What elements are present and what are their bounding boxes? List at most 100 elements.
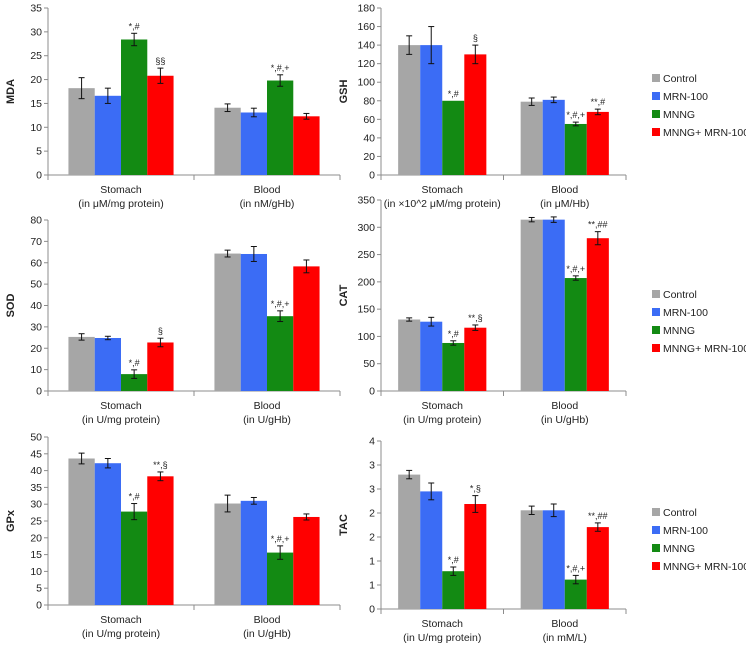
y-tick-label: 140 (357, 40, 375, 52)
bar-mnng-stomach (121, 374, 148, 391)
category-label: Blood (551, 618, 578, 630)
significance-label: §§ (155, 56, 165, 66)
y-tick-label: 3 (369, 484, 375, 496)
bar-mnng-mrn-100-stomach (464, 327, 487, 391)
chart-panel-gsh: 0 20 40 60 80 100 120 140 160 180 GSH *,# § Stomach (i… (338, 3, 627, 210)
chart-panel-gpx: 0 5 10 15 20 25 30 35 40 45 50 GPx *,# **,§ Stomach (in… (5, 432, 341, 640)
y-tick-label: 50 (363, 358, 375, 370)
bar-mrn-100-stomach (420, 491, 443, 609)
bar-mrn-100-stomach (94, 95, 121, 175)
legend-label: MNNG+ MRN-100 (663, 561, 746, 573)
y-tick-label: 25 (30, 50, 42, 62)
bar-mrn-100-stomach (94, 337, 121, 391)
bar-mnng-stomach (442, 571, 465, 609)
category-unit-label: (in U/mg protein) (82, 628, 160, 640)
y-tick-label: 0 (36, 386, 42, 398)
y-tick-label: 180 (357, 3, 375, 15)
y-tick-label: 1 (369, 556, 375, 568)
bar-mnng-stomach (442, 100, 465, 175)
category-unit-label: (in nM/gHb) (240, 198, 295, 210)
y-tick-label: 80 (363, 95, 375, 107)
y-axis-label: GSH (338, 80, 350, 104)
y-tick-label: 10 (30, 122, 42, 134)
y-axis-label: SOD (5, 294, 17, 318)
legend-label: Control (663, 507, 697, 519)
category-label: Blood (551, 400, 578, 412)
bar-control-stomach (398, 474, 421, 609)
chart-panel-cat: 0 50 100 150 200 250 300 350 CAT *,# **,§ Stomach (i… (338, 195, 627, 426)
y-tick-label: 350 (357, 195, 375, 207)
significance-label: **,§ (153, 460, 168, 470)
bar-control-stomach (398, 319, 421, 391)
bar-mnng-blood (564, 123, 587, 175)
legend-swatch (652, 562, 660, 570)
bar-mrn-100-stomach (420, 45, 443, 175)
category-unit-label: (in U/gHb) (541, 414, 589, 426)
y-tick-label: 40 (363, 132, 375, 144)
bar-control-blood (520, 101, 543, 175)
category-label: Stomach (422, 618, 464, 630)
bar-mnng-stomach (121, 511, 148, 605)
y-tick-label: 0 (369, 604, 375, 616)
significance-label: § (158, 326, 163, 336)
bar-mnng-blood (564, 579, 587, 609)
category-label: Stomach (100, 184, 142, 196)
bar-mnng-mrn-100-blood (293, 116, 320, 175)
legend-label: MNNG (663, 109, 695, 121)
significance-label: *,§ (470, 484, 481, 494)
category-label: Blood (551, 184, 578, 196)
significance-label: *,# (129, 358, 140, 368)
bar-mnng-stomach (442, 342, 465, 391)
y-tick-label: 15 (30, 98, 42, 110)
y-tick-label: 10 (30, 364, 42, 376)
y-tick-label: 35 (30, 3, 42, 15)
y-tick-label: 5 (36, 146, 42, 158)
y-tick-label: 10 (30, 566, 42, 578)
y-tick-label: 0 (36, 600, 42, 612)
category-unit-label: (in U/gHb) (243, 628, 291, 640)
y-tick-label: 0 (36, 170, 42, 182)
legend-label: Control (663, 289, 697, 301)
category-unit-label: (in U/mg protein) (403, 414, 481, 426)
legend-label: MNNG+ MRN-100 (663, 343, 746, 355)
legend-label: MRN-100 (663, 525, 708, 537)
bar-control-blood (214, 107, 241, 175)
bar-mrn-100-stomach (420, 321, 443, 391)
category-unit-label: (in U/mg protein) (82, 414, 160, 426)
category-label: Stomach (100, 400, 142, 412)
bar-mnng-mrn-100-blood (586, 238, 609, 391)
legend-label: MNNG (663, 325, 695, 337)
legend-swatch (652, 92, 660, 100)
y-tick-label: 300 (357, 222, 375, 234)
legend-swatch (652, 326, 660, 334)
legend-swatch (652, 344, 660, 352)
legend-label: MRN-100 (663, 91, 708, 103)
legend-label: MNNG (663, 543, 695, 555)
y-tick-label: 35 (30, 482, 42, 494)
bar-mrn-100-stomach (94, 463, 121, 605)
significance-label: **,§ (468, 313, 483, 323)
legend-swatch (652, 508, 660, 516)
bar-mnng-mrn-100-blood (586, 111, 609, 175)
significance-label: *,#,+ (566, 264, 585, 274)
y-tick-label: 150 (357, 304, 375, 316)
chart-panel-sod: 0 10 20 30 40 50 60 70 80 SOD *,# § Stomach (in U/mg … (5, 215, 341, 426)
y-tick-label: 4 (369, 436, 375, 448)
legend: Control MRN-100 MNNG MNNG+ MRN-100 (652, 73, 746, 139)
bar-control-stomach (68, 458, 95, 605)
bar-mrn-100-blood (240, 253, 267, 391)
bar-mrn-100-blood (542, 510, 565, 609)
y-tick-label: 30 (30, 499, 42, 511)
legend-swatch (652, 544, 660, 552)
bar-control-blood (214, 503, 241, 605)
y-tick-label: 0 (369, 386, 375, 398)
legend: Control MRN-100 MNNG MNNG+ MRN-100 (652, 289, 746, 355)
category-label: Blood (254, 184, 281, 196)
y-tick-label: 20 (30, 74, 42, 86)
y-tick-label: 120 (357, 58, 375, 70)
bar-control-stomach (398, 45, 421, 175)
bar-mrn-100-blood (542, 99, 565, 175)
bar-control-blood (520, 510, 543, 609)
legend-swatch (652, 290, 660, 298)
y-axis-label: TAC (338, 514, 350, 536)
